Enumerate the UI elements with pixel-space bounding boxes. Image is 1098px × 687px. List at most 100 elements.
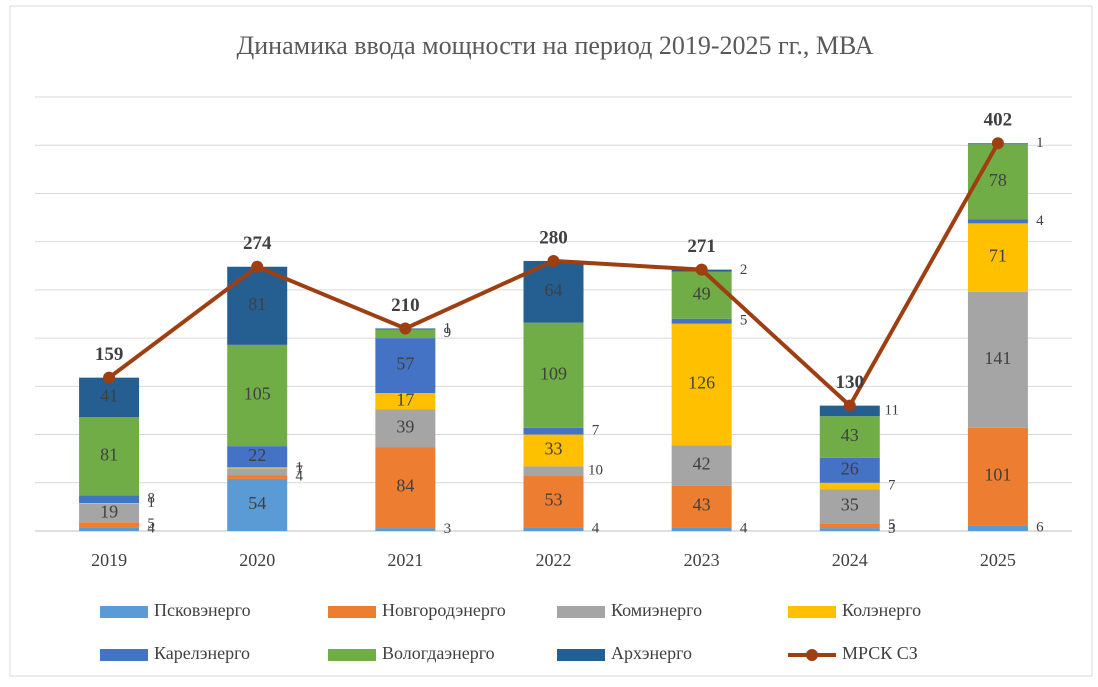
- data-label: 39: [396, 416, 414, 436]
- data-label: 1: [444, 320, 452, 336]
- bar-segment: [227, 446, 288, 468]
- legend-swatch: [557, 649, 605, 661]
- bar-segment: [967, 427, 1028, 526]
- legend-label: Новгородэнерго: [382, 600, 506, 620]
- bar-segment: [79, 495, 140, 504]
- total-label: 210: [391, 295, 420, 316]
- data-label: 71: [989, 246, 1007, 266]
- x-tick-label: 2023: [684, 550, 720, 570]
- bar-segment: [375, 393, 436, 410]
- bar-segment: [79, 527, 140, 531]
- legend-swatch: [557, 606, 605, 618]
- x-tick-label: 2024: [832, 550, 868, 570]
- total-label: 130: [836, 372, 865, 393]
- data-label: 5: [740, 313, 748, 329]
- bar-segment: [375, 338, 436, 394]
- data-label: 3: [888, 521, 896, 537]
- bar-segment: [227, 475, 288, 479]
- bar-segment: [375, 447, 436, 529]
- data-label: 4: [740, 521, 748, 537]
- data-label: 1: [1036, 135, 1044, 151]
- data-label: 43: [841, 425, 859, 445]
- data-label: 53: [545, 490, 563, 510]
- x-tick-label: 2025: [980, 550, 1016, 570]
- legend-swatch: [100, 649, 148, 661]
- data-label: 35: [841, 495, 859, 515]
- data-label: 5: [147, 516, 155, 532]
- bar-segment: [523, 527, 584, 531]
- data-label: 41: [100, 386, 118, 406]
- line-point: [103, 371, 116, 384]
- data-label: 57: [396, 354, 414, 374]
- legend-label: МРСК СЗ: [842, 643, 918, 663]
- legend-marker: [806, 649, 818, 661]
- x-tick-label: 2020: [239, 550, 275, 570]
- bar-segment: [671, 527, 732, 531]
- bar-segment: [819, 457, 880, 483]
- bar-segment: [523, 322, 584, 428]
- legend-label: Архэнерго: [611, 643, 692, 663]
- data-label: 8: [147, 491, 155, 507]
- data-label: 26: [841, 458, 859, 478]
- data-label: 7: [295, 463, 303, 479]
- bar-segment: [523, 466, 584, 477]
- data-label: 33: [545, 439, 563, 459]
- data-label: 109: [540, 363, 567, 383]
- data-label: 7: [592, 423, 600, 439]
- bar-segment: [967, 219, 1028, 224]
- bar-segment: [375, 409, 436, 448]
- bar-segment: [227, 478, 288, 531]
- data-label: 22: [248, 445, 266, 465]
- bar-segment: [819, 528, 880, 531]
- legend-label: Карелэнерго: [154, 643, 250, 663]
- bar-segment: [79, 377, 140, 418]
- legend-label: Колэнерго: [842, 600, 921, 620]
- data-label: 4: [1036, 213, 1044, 229]
- data-label: 9: [444, 325, 452, 341]
- data-label: 4: [147, 521, 155, 537]
- bar-segment: [523, 434, 584, 467]
- data-label: 54: [248, 493, 266, 513]
- line-point: [991, 137, 1004, 150]
- bar-segment: [967, 525, 1028, 531]
- data-label: 17: [396, 389, 414, 409]
- bar-segment: [375, 528, 436, 531]
- data-label: 64: [545, 280, 563, 300]
- data-label: 10: [588, 463, 603, 479]
- data-label: 105: [244, 384, 271, 404]
- bar-segment: [79, 522, 140, 528]
- bar-segment: [671, 485, 732, 528]
- x-tick-label: 2019: [91, 550, 127, 570]
- bar-segment: [967, 291, 1028, 428]
- data-label: 5: [888, 517, 896, 533]
- legend-swatch: [328, 606, 376, 618]
- total-label: 159: [95, 344, 124, 365]
- total-label: 274: [243, 233, 272, 254]
- bar-segment: [79, 503, 140, 504]
- legend-swatch: [100, 606, 148, 618]
- bar-segment: [671, 318, 732, 324]
- data-label: 7: [888, 478, 896, 494]
- line-point: [843, 399, 856, 412]
- x-tick-label: 2022: [536, 550, 572, 570]
- bar-segment: [227, 468, 288, 476]
- legend-swatch: [328, 649, 376, 661]
- total-label: 402: [984, 110, 1013, 131]
- legend-label: Вологдаэнерго: [382, 643, 495, 663]
- data-label: 81: [100, 444, 118, 464]
- bar-segment: [671, 445, 732, 486]
- x-tick-label: 2021: [387, 550, 423, 570]
- bar-segment: [819, 489, 880, 524]
- bar-segment: [671, 323, 732, 446]
- bar-segment: [79, 503, 140, 523]
- total-label: 271: [687, 236, 716, 257]
- data-label: 49: [693, 283, 711, 303]
- data-label: 6: [1036, 520, 1044, 536]
- data-label: 84: [396, 476, 414, 496]
- line-point: [251, 260, 264, 273]
- data-label: 126: [688, 373, 715, 393]
- legend-label: Псковэнерго: [154, 600, 251, 620]
- bar-segment: [819, 523, 880, 529]
- data-label: 43: [693, 495, 711, 515]
